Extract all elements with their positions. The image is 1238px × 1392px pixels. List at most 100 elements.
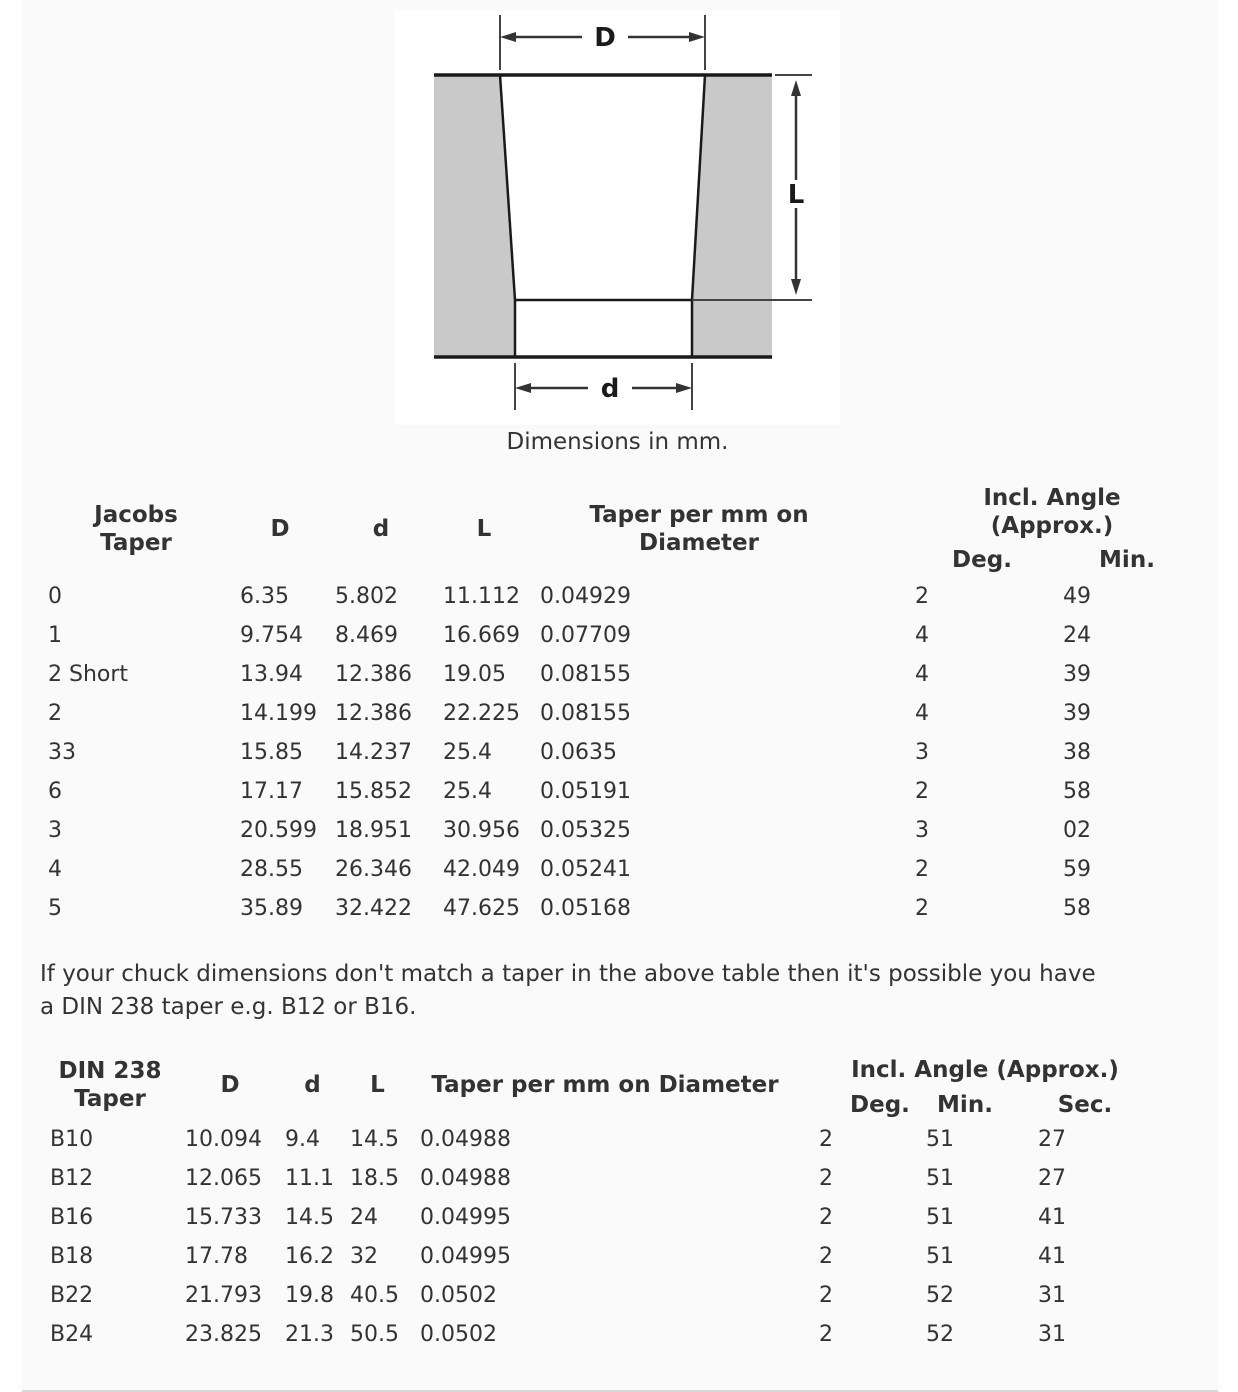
cell-jacobs-taper: 0 [48,584,62,609]
cell-L: 42.049 [443,857,520,882]
cell-L: 30.956 [443,818,520,843]
table-row: B18 17.78 16.2 32 0.04995 2 51 41 [40,1237,1170,1276]
cell-taper-per-mm: 0.04988 [420,1127,511,1152]
col-header-min: Min. [937,1092,993,1118]
cell-din-taper: B12 [50,1166,94,1191]
arrowhead-right2-icon [676,383,692,393]
table-row: 33 15.85 14.237 25.4 0.0635 3 38 [40,733,1170,772]
cell-L: 14.5 [350,1127,399,1152]
cell-taper-per-mm: 0.05168 [540,896,631,921]
col-header-taper-per-mm: Taper per mm on Diameter [589,502,809,556]
cell-D: 6.35 [240,584,289,609]
cell-d: 14.5 [285,1205,334,1230]
cell-min: 49 [1063,584,1091,609]
socket-left-block [434,75,515,357]
cell-deg: 3 [915,818,929,843]
cell-jacobs-taper: 6 [48,779,62,804]
cell-taper-per-mm: 0.0635 [540,740,617,765]
cell-D: 17.78 [185,1244,248,1269]
arrowhead-down-icon [791,279,801,295]
cell-min: 51 [926,1127,954,1152]
cell-min: 58 [1063,779,1091,804]
cell-d: 14.237 [335,740,412,765]
col-header-taper-per-mm: Taper per mm on Diameter [431,1072,779,1098]
socket-right-block [692,75,772,357]
taper-diagram: D L d [395,10,840,425]
cell-D: 15.85 [240,740,303,765]
cell-min: 39 [1063,662,1091,687]
cell-d: 12.386 [335,662,412,687]
cell-L: 16.669 [443,623,520,648]
cell-sec: 27 [1038,1166,1066,1191]
cell-taper-per-mm: 0.0502 [420,1283,497,1308]
cell-L: 32 [350,1244,378,1269]
din-238-table: DIN 238 Taper D d L Taper per mm on Diam… [40,1050,1170,1354]
col-header-min: Min. [1099,547,1155,573]
jacobs-taper-table: Jacobs Taper D d L Taper per mm on Diame… [40,481,1170,928]
table-row: B22 21.793 19.8 40.5 0.0502 2 52 31 [40,1276,1170,1315]
cell-deg: 2 [819,1205,833,1230]
col-header-deg: Deg. [850,1092,910,1118]
cell-D: 9.754 [240,623,303,648]
cell-deg: 2 [819,1127,833,1152]
table-row: 4 28.55 26.346 42.049 0.05241 2 59 [40,850,1170,889]
cell-jacobs-taper: 5 [48,896,62,921]
cell-D: 35.89 [240,896,303,921]
cell-jacobs-taper: 4 [48,857,62,882]
cell-min: 24 [1063,623,1091,648]
cell-jacobs-taper: 2 Short [48,662,129,687]
cell-L: 19.05 [443,662,506,687]
content-area: D L d Dimensions in mm. [22,0,1218,1392]
cell-taper-per-mm: 0.04988 [420,1166,511,1191]
cell-d: 12.386 [335,701,412,726]
cell-D: 17.17 [240,779,303,804]
cell-din-taper: B22 [50,1283,94,1308]
cell-deg: 3 [915,740,929,765]
cell-taper-per-mm: 0.04929 [540,584,631,609]
cell-taper-per-mm: 0.04995 [420,1244,511,1269]
cell-deg: 2 [819,1283,833,1308]
cell-jacobs-taper: 33 [48,740,76,765]
col-header-din-taper: DIN 238 Taper [58,1058,162,1112]
cell-D: 12.065 [185,1166,262,1191]
cell-d: 15.852 [335,779,412,804]
cell-D: 14.199 [240,701,317,726]
col-header-incl-angle: Incl. Angle (Approx.) [983,485,1121,539]
cell-din-taper: B16 [50,1205,94,1230]
cell-sec: 27 [1038,1127,1066,1152]
din-table-header: DIN 238 Taper D d L Taper per mm on Diam… [40,1050,1170,1120]
cell-min: 52 [926,1322,954,1347]
cell-d: 16.2 [285,1244,334,1269]
header-row: DIN 238 Taper D d L Taper per mm on Diam… [40,1050,1170,1112]
cell-L: 18.5 [350,1166,399,1191]
table-row: 2 14.199 12.386 22.225 0.08155 4 39 [40,694,1170,733]
cell-d: 26.346 [335,857,412,882]
cell-jacobs-taper: 3 [48,818,62,843]
cell-taper-per-mm: 0.05325 [540,818,631,843]
cell-sec: 41 [1038,1205,1066,1230]
cell-D: 28.55 [240,857,303,882]
cell-d: 8.469 [335,623,398,648]
cell-d: 11.1 [285,1166,334,1191]
cell-sec: 31 [1038,1283,1066,1308]
col-header-incl-angle: Incl. Angle (Approx.) [851,1057,1119,1083]
cell-d: 9.4 [285,1127,320,1152]
note-paragraph: If your chuck dimensions don't match a t… [40,961,1096,1020]
cell-D: 15.733 [185,1205,262,1230]
cell-min: 38 [1063,740,1091,765]
cell-d: 18.951 [335,818,412,843]
cell-taper-per-mm: 0.08155 [540,662,631,687]
table-row: 3 20.599 18.951 30.956 0.05325 3 02 [40,811,1170,850]
col-header-sec: Sec. [1057,1092,1113,1118]
cell-d: 5.802 [335,584,398,609]
col-header-D: D [220,1072,240,1098]
col-header-deg: Deg. [952,547,1012,573]
table-row: B16 15.733 14.5 24 0.04995 2 51 41 [40,1198,1170,1237]
cell-D: 20.599 [240,818,317,843]
cell-jacobs-taper: 1 [48,623,62,648]
cell-d: 21.3 [285,1322,334,1347]
table-row: B12 12.065 11.1 18.5 0.04988 2 51 27 [40,1159,1170,1198]
cell-min: 39 [1063,701,1091,726]
cell-taper-per-mm: 0.04995 [420,1205,511,1230]
